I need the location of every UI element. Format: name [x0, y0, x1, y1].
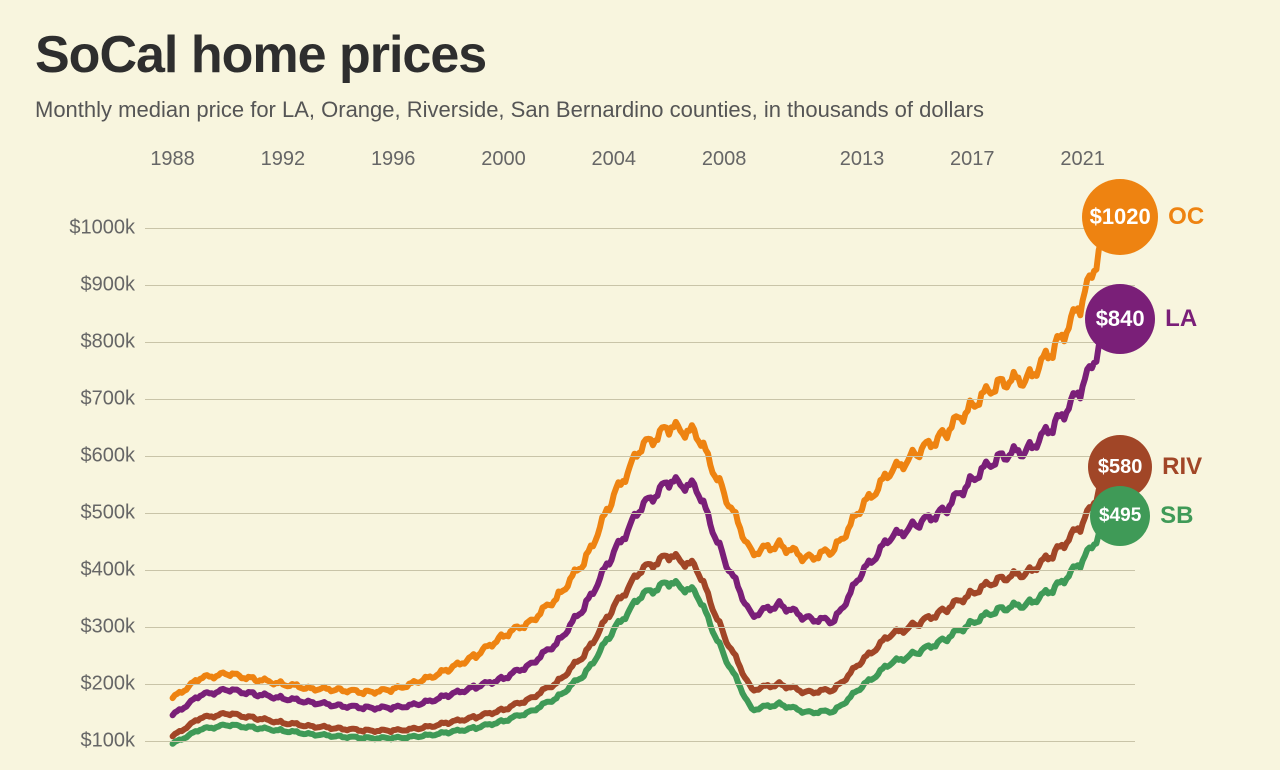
gridline	[145, 228, 1135, 229]
gridline	[145, 513, 1135, 514]
series-line-sb	[173, 516, 1111, 744]
x-axis-tick-label: 2013	[840, 148, 885, 171]
series-label-riv: RIV	[1162, 453, 1202, 481]
gridline	[145, 741, 1135, 742]
page-subtitle: Monthly median price for LA, Orange, Riv…	[35, 97, 1245, 123]
y-axis-tick-label: $800k	[63, 330, 135, 353]
y-axis-tick-label: $200k	[63, 672, 135, 695]
gridline	[145, 399, 1135, 400]
x-axis-tick-label: 1996	[371, 148, 416, 171]
y-axis-tick-label: $900k	[63, 273, 135, 296]
y-axis-tick-label: $300k	[63, 615, 135, 638]
series-label-sb: SB	[1160, 502, 1193, 530]
gridline	[145, 285, 1135, 286]
y-axis-tick-label: $1000k	[63, 216, 135, 239]
x-axis-tick-label: 2000	[481, 148, 526, 171]
end-value-badge-sb: $495	[1090, 486, 1150, 546]
chart-container: SoCal home prices Monthly median price f…	[0, 0, 1280, 770]
x-axis-tick-label: 2008	[702, 148, 747, 171]
end-value-badge-la: $840	[1085, 284, 1155, 354]
y-axis-tick-label: $600k	[63, 444, 135, 467]
page-title: SoCal home prices	[35, 25, 1245, 85]
y-axis-tick-label: $700k	[63, 387, 135, 410]
gridline	[145, 342, 1135, 343]
line-chart-svg	[145, 188, 1135, 758]
gridline	[145, 627, 1135, 628]
y-axis-tick-label: $100k	[63, 729, 135, 752]
series-label-oc: OC	[1168, 203, 1204, 231]
gridline	[145, 684, 1135, 685]
x-axis-tick-label: 2004	[592, 148, 637, 171]
series-line-la	[173, 319, 1111, 715]
x-axis-tick-label: 1992	[261, 148, 306, 171]
x-axis-tick-label: 2017	[950, 148, 995, 171]
series-label-la: LA	[1165, 305, 1197, 333]
chart-area: $1020OC$840LA$580RIV$495SB 1988 1992 1996 2…	[35, 148, 1245, 768]
gridline	[145, 570, 1135, 571]
x-axis-tick-label: 1988	[150, 148, 195, 171]
end-value-badge-oc: $1020	[1082, 179, 1158, 255]
gridline	[145, 456, 1135, 457]
y-axis-tick-label: $500k	[63, 501, 135, 524]
x-axis-tick-label: 2021	[1060, 148, 1105, 171]
y-axis-tick-label: $400k	[63, 558, 135, 581]
plot-region: $1020OC$840LA$580RIV$495SB	[145, 188, 1135, 758]
